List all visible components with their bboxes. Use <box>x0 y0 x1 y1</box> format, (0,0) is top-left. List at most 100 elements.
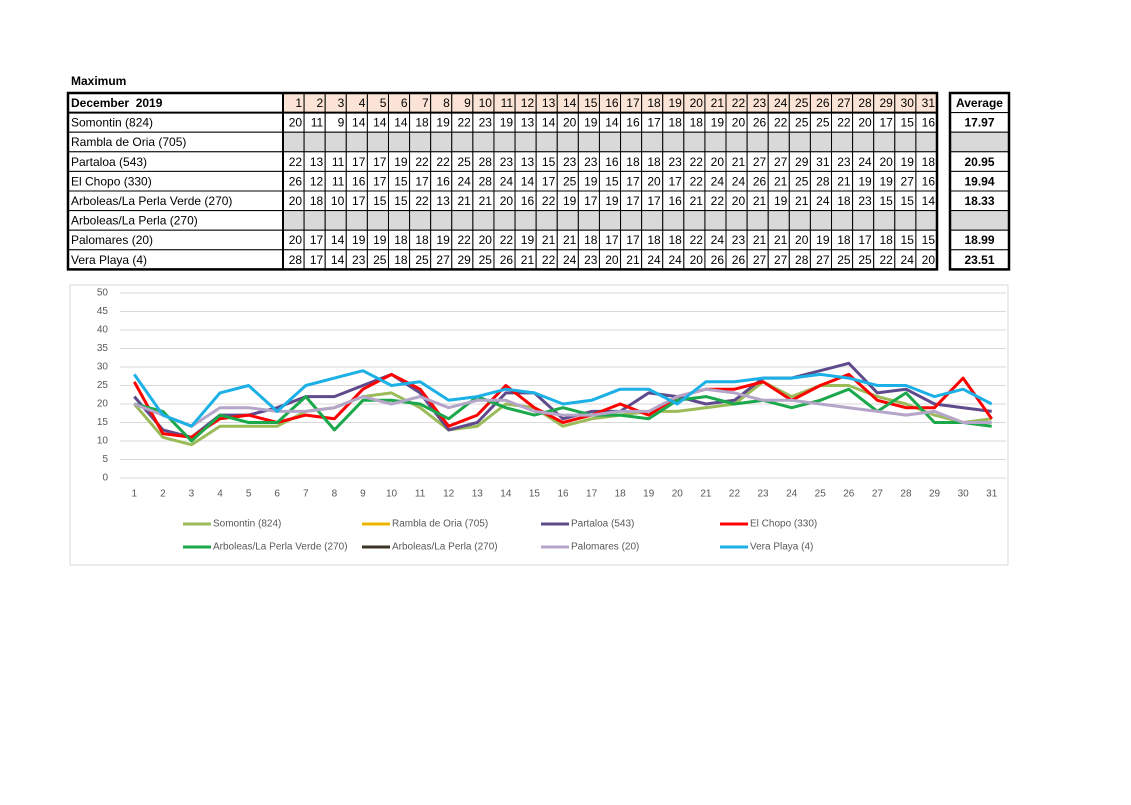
cell-value: 20 <box>605 253 619 267</box>
cell-value: 22 <box>289 155 303 169</box>
cell-value: 18 <box>668 116 682 130</box>
value-cell <box>345 210 368 231</box>
day-header: 7 <box>422 96 429 110</box>
day-header: 4 <box>359 96 366 110</box>
cell-value: 23 <box>858 194 872 208</box>
cell-value: 27 <box>816 253 830 267</box>
cell-value: 17 <box>310 253 324 267</box>
cell-value: 17 <box>668 174 682 188</box>
cell-value: 13 <box>436 194 450 208</box>
cell-value: 22 <box>837 116 851 130</box>
cell-value: 15 <box>922 233 936 247</box>
cell-value: 29 <box>795 155 809 169</box>
cell-value: 19 <box>394 155 408 169</box>
day-header: 1 <box>295 96 302 110</box>
day-header: 31 <box>922 96 936 110</box>
cell-value: 12 <box>310 174 324 188</box>
value-cell <box>683 131 706 153</box>
cell-value: 18 <box>668 233 682 247</box>
cell-value: 20 <box>732 116 746 130</box>
value-cell <box>535 210 558 231</box>
value-cell <box>556 210 579 231</box>
cell-value: 21 <box>732 155 746 169</box>
cell-value: 17 <box>879 116 893 130</box>
cell-value: 13 <box>521 116 535 130</box>
cell-value: 22 <box>436 155 450 169</box>
x-tick-label: 12 <box>443 489 455 500</box>
cell-value: 13 <box>310 155 324 169</box>
x-tick-label: 9 <box>360 489 366 500</box>
value-cell <box>767 210 790 231</box>
cell-value: 23 <box>352 253 366 267</box>
cell-value: 21 <box>563 233 577 247</box>
cell-value: 31 <box>816 155 830 169</box>
value-cell <box>641 210 664 231</box>
value-cell <box>788 131 811 153</box>
cell-value: 21 <box>753 194 767 208</box>
cell-value: 14 <box>352 116 366 130</box>
cell-value: 20 <box>500 194 514 208</box>
value-cell <box>831 210 854 231</box>
legend-label: Palomares (20) <box>571 542 639 553</box>
cell-value: 24 <box>711 174 725 188</box>
day-header: 12 <box>521 96 535 110</box>
cell-value: 18 <box>394 233 408 247</box>
cell-value: 25 <box>415 253 429 267</box>
cell-value: 22 <box>690 155 704 169</box>
value-cell <box>303 131 326 153</box>
cell-value: 18 <box>394 253 408 267</box>
cell-value: 17 <box>310 233 324 247</box>
value-cell <box>451 210 474 231</box>
cell-value: 18 <box>837 194 851 208</box>
legend-label: Arboleas/La Perla Verde (270) <box>213 542 348 553</box>
cell-value: 21 <box>542 233 556 247</box>
x-tick-label: 11 <box>415 489 426 500</box>
cell-value: 21 <box>690 194 704 208</box>
cell-value: 20 <box>732 194 746 208</box>
value-cell <box>409 131 432 153</box>
cell-value: 24 <box>711 233 725 247</box>
cell-value: 19 <box>605 194 619 208</box>
x-tick-label: 21 <box>700 489 712 500</box>
day-header: 20 <box>690 96 704 110</box>
cell-value: 19 <box>373 233 387 247</box>
cell-value: 20 <box>479 233 493 247</box>
x-tick-label: 16 <box>557 489 569 500</box>
day-header: 11 <box>501 96 514 110</box>
cell-value: 19 <box>521 233 535 247</box>
average-cell <box>949 131 1010 153</box>
cell-value: 15 <box>394 194 408 208</box>
x-tick-label: 30 <box>958 489 970 500</box>
cell-value: 20 <box>289 116 303 130</box>
average-value: 23.51 <box>964 253 994 267</box>
cell-value: 25 <box>816 116 830 130</box>
cell-value: 14 <box>605 116 619 130</box>
cell-value: 21 <box>795 194 809 208</box>
day-header: 16 <box>605 96 619 110</box>
x-tick-label: 20 <box>672 489 684 500</box>
cell-value: 14 <box>922 194 936 208</box>
value-cell <box>767 131 790 153</box>
cell-value: 22 <box>690 233 704 247</box>
value-cell <box>683 210 706 231</box>
x-tick-label: 17 <box>586 489 598 500</box>
header-label: December 2019 <box>71 96 163 110</box>
value-cell <box>387 131 411 153</box>
series-line <box>133 387 992 443</box>
cell-value: 23 <box>584 253 598 267</box>
cell-value: 19 <box>774 194 788 208</box>
value-cell <box>303 210 326 231</box>
cell-value: 23 <box>479 116 493 130</box>
day-header: 15 <box>584 96 598 110</box>
value-cell <box>409 210 432 231</box>
value-cell <box>577 131 600 153</box>
cell-value: 22 <box>458 233 472 247</box>
x-tick-label: 19 <box>643 489 655 500</box>
cell-value: 22 <box>415 155 429 169</box>
cell-value: 27 <box>901 174 915 188</box>
cell-value: 22 <box>542 253 556 267</box>
cell-value: 19 <box>436 116 450 130</box>
x-tick-label: 31 <box>986 489 998 500</box>
cell-value: 26 <box>500 253 514 267</box>
x-tick-label: 4 <box>217 489 223 500</box>
